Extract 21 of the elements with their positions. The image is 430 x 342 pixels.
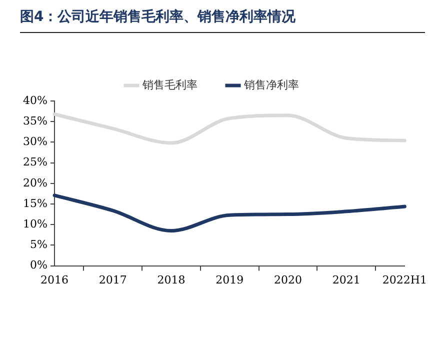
y-tick-label: 10% <box>22 217 48 230</box>
y-tick-label: 0% <box>30 258 48 272</box>
y-tick-label: 30% <box>22 135 48 148</box>
chart-title: 图4：公司近年销售毛利率、销售净利率情况 <box>20 8 296 26</box>
x-tick-label: 2021 <box>332 273 360 286</box>
y-tick-label: 15% <box>22 196 48 210</box>
line-series <box>52 112 406 145</box>
x-tick-label: 2022H1 <box>382 273 428 286</box>
x-tick-label: 2019 <box>216 273 244 286</box>
y-tick-label: 25% <box>22 156 48 169</box>
x-tick-label: 2020 <box>274 273 302 286</box>
x-tick-label: 2018 <box>157 273 186 286</box>
y-tick-label: 35% <box>22 114 48 128</box>
legend-label: 销售毛利率 <box>142 78 198 92</box>
y-tick-label: 40% <box>22 94 48 107</box>
y-tick-label: 5% <box>30 238 48 252</box>
legend-label: 销售净利率 <box>243 78 299 92</box>
y-tick-label: 20% <box>22 176 48 190</box>
x-tick-label: 2017 <box>98 273 127 286</box>
line-series <box>52 194 406 233</box>
x-tick-label: 2016 <box>40 273 68 286</box>
